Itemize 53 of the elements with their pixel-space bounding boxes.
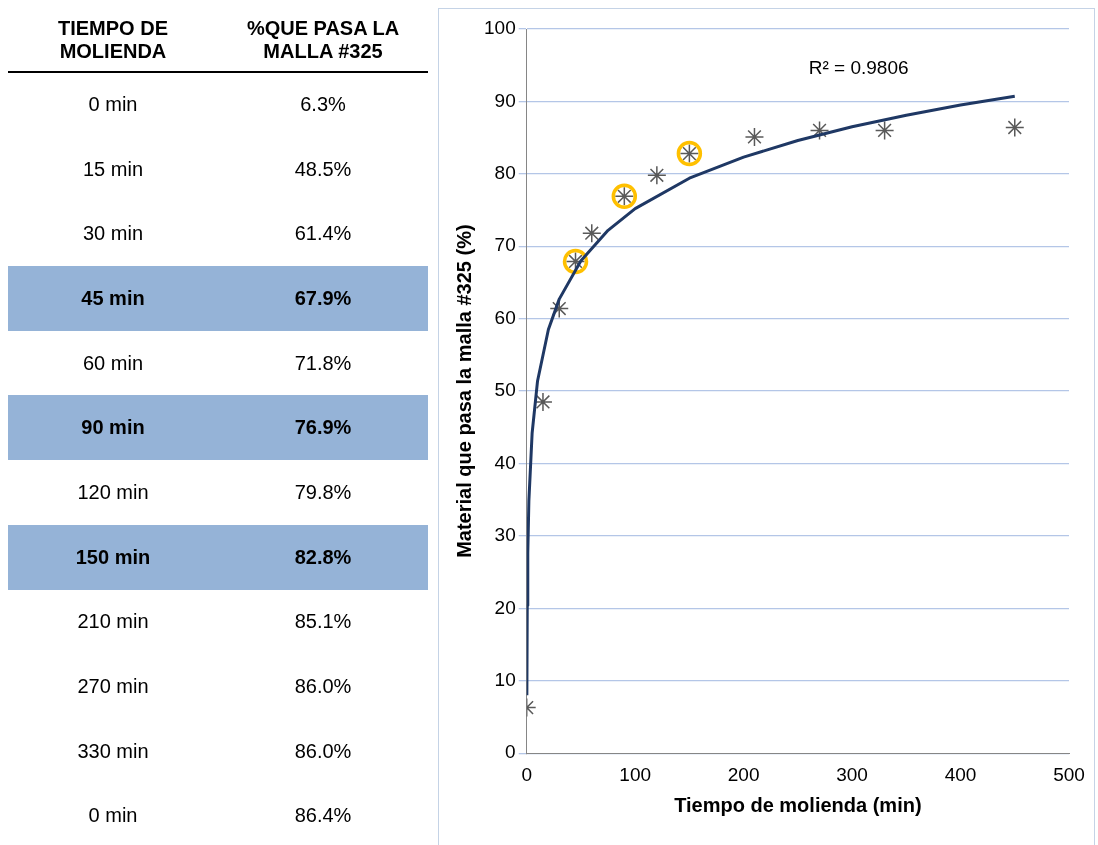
x-tick-label: 200 xyxy=(727,763,760,785)
point xyxy=(744,127,765,147)
point xyxy=(647,165,667,186)
y-tick-label: 270 min xyxy=(77,675,149,698)
y-tick-label: 0 min xyxy=(88,804,138,827)
y-tick-label: 60 min xyxy=(82,351,144,374)
data-label: 85.1% xyxy=(294,610,352,633)
x-tick-label: 400 xyxy=(944,763,977,785)
x-axis-title: Tiempo de molienda (min) xyxy=(674,793,922,816)
data-label: 82.8% xyxy=(294,545,352,568)
x-tick-label: 100 xyxy=(619,763,652,785)
x-tick-label: 300 xyxy=(836,763,868,785)
y-tick-label: 40 xyxy=(494,451,516,473)
data-label: 86.0% xyxy=(294,675,352,698)
point xyxy=(582,223,602,243)
data-label: 48.5% xyxy=(294,157,352,180)
data-label: 61.4% xyxy=(294,222,352,245)
y-tick-label: 10 xyxy=(494,669,516,691)
point xyxy=(533,392,553,412)
y-tick-label: 60 xyxy=(494,306,516,328)
data-label: 76.9% xyxy=(294,416,352,439)
y-axis-title: Material que pasa la malla #325 (%) xyxy=(452,224,475,558)
point xyxy=(809,120,830,141)
y-tick-label: 90 min xyxy=(81,416,145,439)
annotation: R² = 0.9806 xyxy=(808,57,909,79)
y-tick-label: 30 min xyxy=(82,222,144,245)
point xyxy=(874,120,895,141)
x-tick-label: 0 xyxy=(521,763,532,785)
data-label: 86.0% xyxy=(294,739,352,762)
y-tick-label: 70 xyxy=(494,234,516,256)
x-tick-label: %QUE PASA LA MALLA #325 xyxy=(245,15,401,64)
y-tick-label: 100 xyxy=(484,17,516,39)
data-label: 67.9% xyxy=(294,286,352,309)
y-tick-label: 210 min xyxy=(77,610,149,633)
y-tick-label: 30 xyxy=(494,524,516,546)
y-tick-label: 50 xyxy=(494,379,516,401)
y-axis-title: TIEMPO DE MOLIENDA xyxy=(57,15,169,64)
data-label: 79.8% xyxy=(294,480,352,503)
y-tick-label: 120 min xyxy=(77,480,149,503)
data-label: 86.4% xyxy=(294,804,352,827)
y-tick-label: 80 xyxy=(494,162,516,184)
x-tick-label: 500 xyxy=(1053,763,1085,785)
data-label: 6.3% xyxy=(300,93,346,116)
y-tick-label: 20 xyxy=(494,596,516,618)
y-tick-label: 150 min xyxy=(75,545,151,568)
y-tick-label: 15 min xyxy=(82,157,144,180)
y-tick-label: 90 xyxy=(494,89,516,111)
data-label: 71.8% xyxy=(294,351,352,374)
y-tick-label: 0 min xyxy=(88,93,138,116)
y-tick-label: 45 min xyxy=(81,286,145,309)
point xyxy=(1005,117,1025,138)
y-tick-label: 0 xyxy=(505,741,516,763)
y-tick-label: 330 min xyxy=(77,739,149,762)
